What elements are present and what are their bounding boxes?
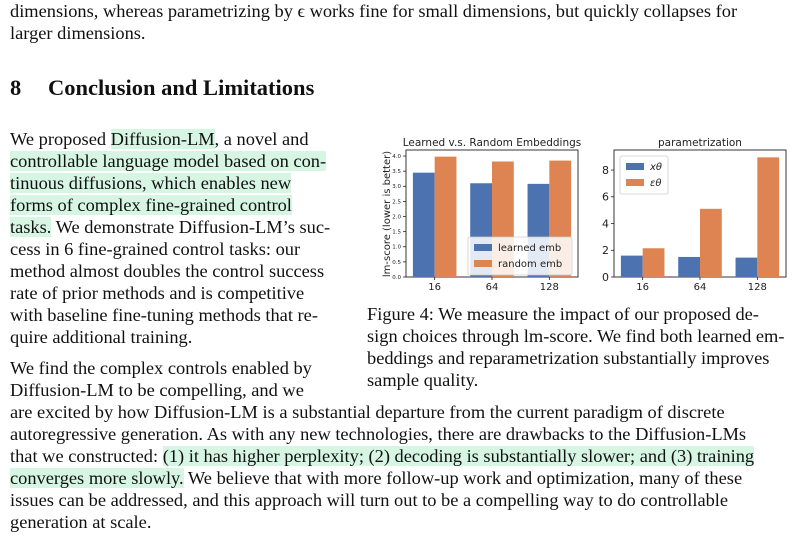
- y-tick-label: 4.0: [392, 154, 401, 160]
- text-span: , a novel and: [214, 129, 309, 149]
- legend-swatch: [474, 260, 492, 267]
- x-tick-label: 64: [694, 282, 707, 293]
- left-col-line: Diffusion-LM to be compelling, and we: [10, 380, 304, 400]
- body-text-line: issues can be addressed, and this approa…: [10, 490, 729, 510]
- y-tick-label: 0.5: [392, 260, 401, 266]
- x-tick-label: 64: [486, 282, 499, 293]
- y-tick-label: 2.5: [392, 199, 401, 205]
- bar: [735, 257, 758, 277]
- legend-swatch: [626, 163, 644, 170]
- legend-swatch: [626, 179, 644, 186]
- highlight-span: tasks.: [10, 217, 52, 237]
- left-col-line: forms of complex fine-grained control: [10, 194, 292, 216]
- highlight-span: tinuous diffusions, which enables new: [10, 173, 292, 193]
- section-number: 8: [10, 75, 22, 100]
- bar: [642, 248, 665, 277]
- y-tick-label: 8: [602, 164, 609, 177]
- legend-entry: random emb: [498, 259, 562, 270]
- y-tick-label: 4: [602, 217, 609, 230]
- chart-title: Learned v.s. Random Embeddings: [403, 137, 582, 149]
- chart-left: Learned v.s. Random Embeddings lm-score …: [382, 137, 581, 293]
- left-col-line: quire additional training.: [10, 327, 193, 347]
- bar: [620, 255, 643, 277]
- left-col-line: cess in 6 fine-grained control tasks: ou…: [10, 239, 301, 259]
- x-tick-label: 128: [540, 282, 559, 293]
- figure-caption-line: beddings and reparametrization substanti…: [367, 348, 770, 368]
- body-text-line: converges more slowly. We believe that w…: [10, 467, 742, 489]
- body-text-line: generation at scale.: [10, 512, 152, 532]
- bar: [678, 256, 700, 277]
- figure-caption-line: sign choices through lm-score. We find b…: [367, 326, 785, 346]
- figure-caption-line: sample quality.: [367, 370, 479, 390]
- y-tick-label: 0: [602, 271, 609, 284]
- x-tick-label: 16: [636, 282, 649, 293]
- left-col-line: tasks. We demonstrate Diffusion-LM’s suc…: [10, 216, 330, 238]
- y-tick-label: 0.0: [392, 275, 401, 281]
- legend-entry: xθ: [649, 162, 662, 173]
- highlight-span: (1) it has higher perplexity; (2) decodi…: [162, 446, 755, 466]
- figure-caption-line: Figure 4: We measure the impact of our p…: [367, 304, 759, 324]
- legend-entry: learned emb: [498, 243, 561, 254]
- body-text-line: larger dimensions.: [10, 23, 146, 43]
- body-text-line: are excited by how Diffusion-LM is a sub…: [10, 402, 725, 422]
- bar: [412, 172, 435, 277]
- left-col-line: rate of prior methods and is competitive: [10, 283, 305, 303]
- y-tick-label: 3.5: [392, 169, 401, 175]
- x-tick-label: 128: [748, 282, 767, 293]
- legend-entry: εθ: [650, 178, 662, 189]
- left-col-line: We find the complex controls enabled by: [10, 358, 312, 378]
- highlight-span: Diffusion-LM: [110, 129, 215, 149]
- left-col-line: with baseline fine-tuning methods that r…: [10, 305, 318, 325]
- legend-box: [467, 236, 573, 276]
- text-span: that we constructed:: [10, 446, 163, 466]
- body-text-line: autoregressive generation. As with any n…: [10, 424, 747, 444]
- text-span: We demonstrate Diffusion-LM’s suc-: [51, 217, 331, 237]
- left-col-line: method almost doubles the control succes…: [10, 261, 325, 281]
- bar: [757, 157, 780, 277]
- highlight-span: controllable language model based on con…: [10, 151, 327, 171]
- y-tick-label: 6: [602, 191, 609, 204]
- highlight-span: converges more slowly.: [10, 468, 184, 488]
- bar: [434, 156, 457, 277]
- bar: [700, 208, 722, 277]
- y-tick-label: 1.0: [392, 245, 401, 251]
- left-col-line: tinuous diffusions, which enables new: [10, 172, 292, 194]
- section-title: Conclusion and Limitations: [48, 75, 315, 100]
- y-tick-label: 2: [602, 244, 609, 257]
- chart-right: parametrization 0 2 4 6 8 16 64 128 xθ εθ: [602, 137, 787, 293]
- body-text-line: dimensions, whereas parametrizing by ϵ w…: [10, 1, 738, 21]
- x-tick-label: 16: [428, 282, 441, 293]
- text-span: We proposed: [10, 129, 111, 149]
- y-axis-label: lm-score (lower is better): [382, 151, 393, 277]
- chart-title: parametrization: [658, 137, 742, 149]
- legend-swatch: [474, 244, 492, 251]
- body-text-line: that we constructed: (1) it has higher p…: [10, 445, 755, 467]
- section-heading: 8 Conclusion and Limitations: [10, 75, 314, 101]
- text-span: We believe that with more follow-up work…: [183, 468, 743, 488]
- y-tick-label: 3.0: [392, 184, 401, 190]
- y-tick-label: 2.0: [392, 214, 401, 220]
- highlight-span: forms of complex fine-grained control: [10, 195, 292, 215]
- left-col-line: We proposed Diffusion-LM, a novel and: [10, 128, 309, 150]
- left-col-line: controllable language model based on con…: [10, 150, 327, 172]
- y-tick-label: 1.5: [392, 230, 401, 236]
- figure-4: Learned v.s. Random Embeddings lm-score …: [382, 137, 787, 293]
